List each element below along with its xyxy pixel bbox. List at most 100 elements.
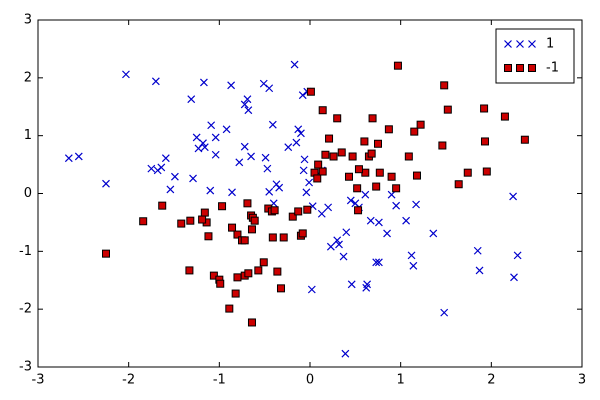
point [500,112,509,121]
point [346,196,355,205]
point [270,206,279,215]
point [199,78,208,87]
legend-box [495,28,575,84]
point [318,167,327,176]
point [222,125,231,134]
point [268,233,277,242]
point [247,318,256,327]
point [383,229,391,238]
y-tick-label: 0 [24,186,32,201]
point [454,180,463,189]
y-tick-label: -1 [19,244,32,259]
point [306,87,315,96]
point [294,207,303,216]
point [240,142,249,151]
point [404,152,413,161]
point [243,199,252,208]
point [147,164,156,173]
x-tick-label: -2 [122,373,135,388]
point [341,349,350,358]
point [520,135,529,144]
point [335,240,343,249]
point [313,174,322,183]
point [102,179,110,188]
point [480,104,489,113]
point [374,218,383,227]
point [247,152,255,161]
point [300,155,309,164]
point [294,125,303,134]
point [290,60,299,69]
point [276,284,285,293]
x-tick-label: 0 [306,373,314,388]
point [318,106,327,115]
legend-marker [504,40,512,48]
point [151,77,160,86]
point [244,106,253,115]
point [298,229,307,238]
legend-label: 1 [546,37,554,52]
point [392,184,401,193]
point [158,201,167,210]
point [342,228,351,237]
legend-marker [516,64,524,72]
point [392,201,401,210]
point [299,166,308,175]
legend: 1 -1 [495,28,575,84]
point [206,186,215,195]
point [298,91,307,100]
legend-marker [516,40,524,48]
point [74,152,83,161]
point [186,216,195,225]
point [231,289,240,298]
point [410,127,419,136]
point [326,242,335,251]
point [416,120,425,129]
point [225,304,234,313]
point [412,200,421,209]
point [228,223,237,232]
point [438,141,447,150]
point [297,129,305,138]
point [374,139,382,148]
legend-marker [504,64,512,72]
point [157,163,166,172]
point [211,133,220,142]
point [463,168,472,177]
point [228,188,236,197]
point [482,167,491,176]
y-tick-label: 1 [24,128,32,143]
point [273,267,282,276]
point [510,273,518,282]
point [384,125,393,134]
point [166,185,175,194]
x-tick-label: 3 [578,373,586,388]
point [209,271,218,280]
y-tick-label: -3 [19,360,32,375]
point [509,192,518,201]
x-tick-label: -3 [32,373,45,388]
point [353,184,362,193]
point [139,217,148,226]
point [177,219,186,228]
point [243,95,252,104]
point [361,190,370,199]
point [233,273,242,282]
point [480,137,489,146]
point [240,100,249,109]
point [261,153,270,162]
point [324,203,333,212]
point [354,206,363,215]
point [314,160,323,169]
point [207,121,216,130]
point [303,205,312,214]
point [187,95,196,104]
point [199,139,207,148]
point [409,261,418,270]
point [321,150,330,159]
point [362,283,371,292]
point [440,81,449,90]
point [102,249,110,258]
point [189,174,197,183]
